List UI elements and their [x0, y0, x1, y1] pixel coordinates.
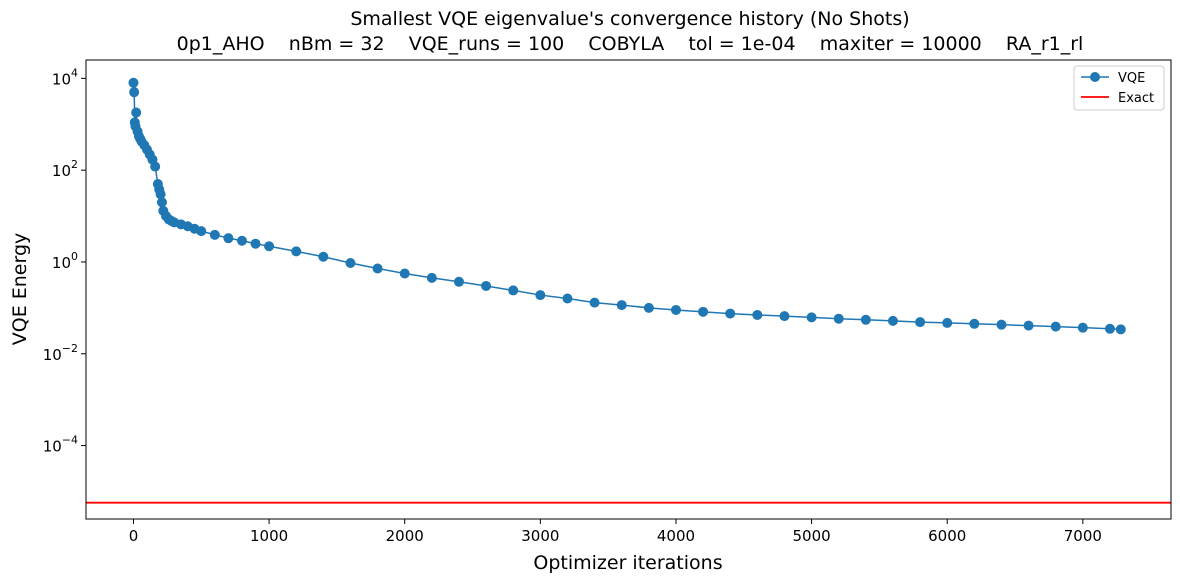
vqe-data-point	[725, 308, 736, 319]
plot-frame	[85, 59, 1172, 520]
vqe-data-point	[209, 229, 220, 240]
legend-exact-label: Exact	[1118, 91, 1154, 106]
vqe-data-point	[156, 197, 167, 208]
x-tick-label: 7000	[1064, 527, 1102, 545]
vqe-data-point	[833, 313, 844, 324]
vqe-data-point	[698, 306, 709, 317]
vqe-data-point	[196, 226, 207, 237]
vqe-data-point	[453, 276, 464, 287]
vqe-data-point	[589, 297, 600, 308]
vqe-data-point	[264, 241, 275, 252]
vqe-data-point	[1077, 322, 1088, 333]
vqe-data-point	[643, 302, 654, 313]
chart-subtitle: 0p1_AHO nBm = 32 VQE_runs = 100 COBYLA t…	[177, 33, 1084, 55]
vqe-data-point	[150, 161, 161, 172]
y-tick-label: 102	[52, 158, 78, 180]
vqe-data-point	[942, 317, 953, 328]
vqe-data-point	[223, 233, 234, 244]
vqe-data-point	[779, 311, 790, 322]
vqe-data-point	[752, 309, 763, 320]
plot-area	[86, 77, 1171, 504]
x-axis-label: Optimizer iterations	[533, 552, 722, 574]
y-tick-label: 10−2	[43, 342, 78, 364]
chart-title: Smallest VQE eigenvalue's convergence hi…	[350, 8, 909, 30]
vqe-data-point	[129, 87, 140, 98]
vqe-data-point	[806, 312, 817, 323]
x-tick-label: 3000	[521, 527, 559, 545]
vqe-data-point	[236, 235, 247, 246]
y-tick-label: 100	[52, 250, 78, 272]
vqe-data-point	[155, 189, 166, 200]
y-tick-label: 104	[52, 66, 78, 88]
legend: VQE Exact	[1073, 65, 1165, 111]
x-tick-label: 6000	[928, 527, 966, 545]
vqe-data-point	[399, 268, 410, 279]
vqe-data-point	[128, 77, 139, 88]
vqe-data-point	[372, 263, 383, 274]
vqe-data-point	[670, 304, 681, 315]
vqe-series-line	[132, 82, 1121, 331]
vqe-data-point	[1104, 323, 1115, 334]
y-axis-label: VQE Energy	[9, 233, 31, 346]
vqe-data-point	[131, 107, 142, 118]
vqe-data-point	[996, 319, 1007, 330]
vqe-data-point	[508, 285, 519, 296]
x-axis: 0 1000 2000 3000 4000 5000 6000 7000	[129, 519, 1102, 545]
vqe-data-point	[481, 280, 492, 291]
y-axis: 104 102 100 10−2 10−4	[43, 66, 86, 456]
vqe-data-point	[969, 318, 980, 329]
vqe-data-point	[291, 246, 302, 257]
vqe-data-point	[250, 238, 261, 249]
vqe-data-point	[345, 257, 356, 268]
x-tick-label: 2000	[386, 527, 424, 545]
vqe-data-point	[318, 251, 329, 262]
vqe-data-point	[562, 293, 573, 304]
x-tick-label: 5000	[793, 527, 831, 545]
vqe-data-point	[1115, 324, 1126, 335]
x-tick-label: 1000	[250, 527, 288, 545]
vqe-data-point	[1050, 321, 1061, 332]
x-tick-label: 0	[129, 527, 139, 545]
vqe-data-point	[535, 290, 546, 301]
legend-vqe-label: VQE	[1118, 71, 1145, 86]
x-tick-label: 4000	[657, 527, 695, 545]
vqe-data-point	[616, 300, 627, 311]
legend-vqe-marker	[1090, 72, 1100, 82]
vqe-data-point	[887, 315, 898, 326]
vqe-data-point	[1023, 320, 1034, 331]
vqe-data-point	[426, 272, 437, 283]
vqe-data-point	[860, 314, 871, 325]
vqe-data-point	[915, 317, 926, 328]
y-tick-label: 10−4	[43, 434, 78, 456]
